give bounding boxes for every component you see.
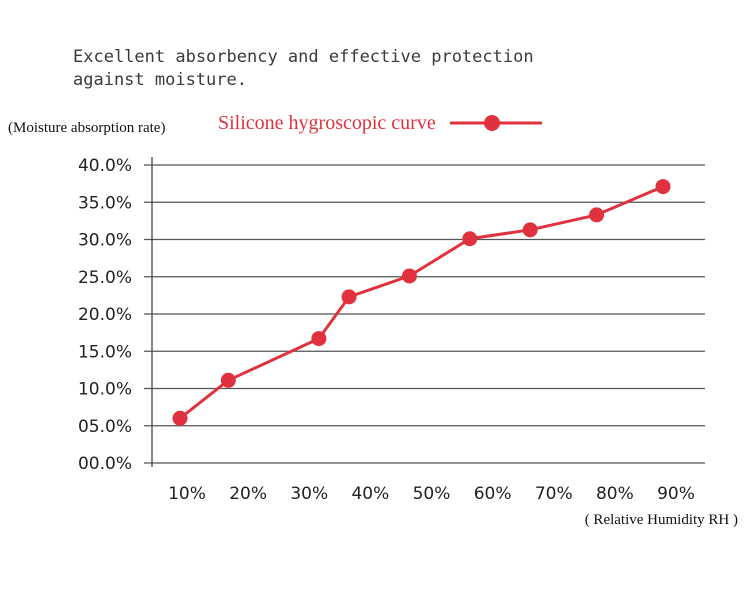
y-tick-label: 40.0% bbox=[78, 156, 132, 176]
x-tick-label: 50% bbox=[413, 484, 451, 504]
legend-label: Silicone hygroscopic curve bbox=[218, 111, 436, 134]
x-tick-label: 30% bbox=[290, 484, 328, 504]
x-tick-label: 40% bbox=[351, 484, 389, 504]
x-tick-label: 10% bbox=[168, 484, 206, 504]
data-point bbox=[462, 231, 478, 247]
x-tick-label: 90% bbox=[657, 484, 695, 504]
y-tick-label: 10.0% bbox=[78, 380, 132, 400]
data-point bbox=[341, 289, 357, 305]
data-point bbox=[172, 410, 188, 426]
x-tick-label: 20% bbox=[229, 484, 267, 504]
y-tick-label: 00.0% bbox=[78, 454, 132, 474]
legend: Silicone hygroscopic curve bbox=[218, 108, 542, 138]
data-point bbox=[589, 207, 605, 223]
data-point bbox=[220, 372, 236, 388]
y-tick-label: 15.0% bbox=[78, 342, 132, 362]
series-line bbox=[179, 185, 664, 420]
y-tick-label: 30.0% bbox=[78, 231, 132, 251]
y-axis-label: (Moisture absorption rate) bbox=[8, 120, 166, 136]
x-axis-label: ( Relative Humidity RH ) bbox=[584, 512, 738, 528]
y-tick-label: 25.0% bbox=[78, 268, 132, 288]
chart-subtitle: Excellent absorbency and effective prote… bbox=[73, 47, 534, 90]
data-point bbox=[311, 331, 327, 347]
y-tick-label: 35.0% bbox=[78, 193, 132, 213]
legend-swatch bbox=[449, 115, 542, 131]
data-point bbox=[655, 179, 671, 195]
y-tick-label: 05.0% bbox=[78, 417, 132, 437]
data-point bbox=[401, 268, 417, 284]
y-tick-label: 20.0% bbox=[78, 305, 132, 325]
data-point bbox=[522, 222, 538, 238]
x-tick-label: 80% bbox=[596, 484, 634, 504]
x-tick-label: 70% bbox=[535, 484, 573, 504]
x-tick-label: 60% bbox=[474, 484, 512, 504]
